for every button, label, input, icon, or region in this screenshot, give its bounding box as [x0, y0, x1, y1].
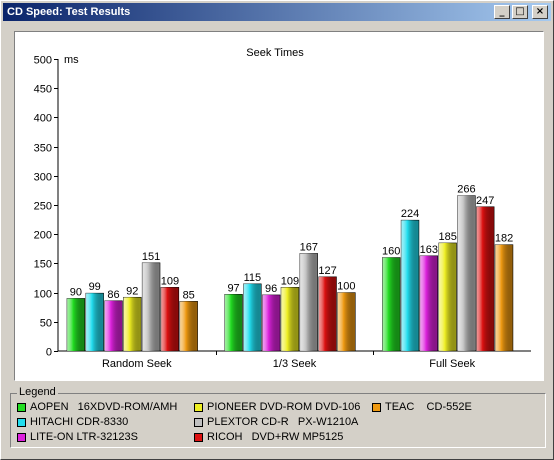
legend-label: PIONEER DVD-ROM DVD-106	[207, 401, 361, 413]
bar-shading	[281, 287, 299, 351]
legend-group	[10, 393, 546, 448]
bar-shading	[243, 283, 262, 351]
legend-label: TEAC CD-552E	[385, 401, 472, 413]
data-label: 247	[476, 195, 494, 207]
title-bar[interactable]: CD Speed: Test Results _ □ ×	[3, 3, 551, 21]
legend-item: RICOH DVD+RW MP5125	[194, 431, 343, 443]
legend-swatch	[372, 402, 381, 412]
data-label: 96	[265, 283, 277, 295]
bar-shading	[142, 262, 160, 351]
legend-swatch	[194, 417, 203, 427]
chart-title: Seek Times	[246, 47, 304, 59]
data-label: 100	[337, 281, 355, 293]
x-tick-label: Random Seek	[102, 358, 172, 370]
data-label: 97	[227, 282, 239, 294]
x-tick-label: Full Seek	[429, 358, 475, 370]
bar-shading	[495, 244, 513, 351]
data-label: 185	[438, 231, 456, 243]
x-tick-label: 1/3 Seek	[273, 358, 317, 370]
legend-item: PIONEER DVD-ROM DVD-106	[194, 401, 360, 413]
y-tick-label: 400	[34, 113, 52, 125]
chart-panel: Seek Times ms 0 50 100 150 200 250 300 350 400 450 5…	[14, 31, 544, 381]
y-tick-label: 300	[34, 172, 52, 184]
data-label: 224	[401, 208, 419, 220]
bar-shading	[318, 276, 337, 351]
bar-shading	[262, 294, 281, 351]
y-tick-label: 450	[34, 84, 52, 96]
y-tick-label: 250	[34, 201, 52, 213]
data-label: 151	[142, 251, 160, 263]
legend-label: RICOH DVD+RW MP5125	[207, 431, 344, 443]
maximize-button[interactable]: □	[512, 5, 528, 19]
y-tick-label: 50	[40, 318, 52, 330]
legend-swatch	[17, 432, 26, 442]
legend-item: HITACHI CDR-8330	[17, 416, 128, 428]
bar-shading	[104, 300, 123, 351]
data-label: 86	[107, 289, 119, 301]
close-button[interactable]: ×	[532, 5, 548, 19]
legend-title: Legend	[17, 386, 58, 398]
bar-shading	[419, 255, 438, 351]
legend-label: AOPEN 16XDVD-ROM/AMH	[30, 401, 178, 413]
bar-shading	[457, 195, 476, 351]
seek-times-chart: Seek Times ms 0 50 100 150 200 250 300 350 400 450 5…	[34, 47, 531, 370]
bar-shading	[224, 294, 243, 351]
y-axis-label: ms	[64, 54, 79, 66]
window-title: CD Speed: Test Results	[7, 6, 131, 18]
bar-shading	[123, 297, 142, 351]
bar-shading	[382, 257, 401, 351]
legend-swatch	[17, 402, 26, 412]
y-tick-label: 200	[34, 230, 52, 242]
legend-swatch	[194, 402, 203, 412]
y-tick-label: 100	[34, 289, 52, 301]
y-tick-label: 0	[46, 347, 52, 359]
data-label: 92	[126, 285, 138, 297]
bar-shading	[299, 253, 318, 351]
data-label: 85	[183, 289, 195, 301]
bar-shading	[161, 287, 179, 351]
y-tick-label: 500	[34, 55, 52, 67]
legend-swatch	[17, 417, 26, 427]
data-label: 115	[244, 272, 262, 284]
bar-shading	[67, 298, 85, 351]
bar-shading	[476, 206, 495, 351]
data-label: 182	[495, 233, 513, 245]
bar-shading	[438, 242, 457, 351]
legend-item: TEAC CD-552E	[372, 401, 472, 413]
data-label: 99	[89, 281, 101, 293]
data-label: 163	[420, 244, 438, 256]
data-label: 109	[161, 275, 179, 287]
bar-shading	[337, 292, 356, 351]
data-label: 109	[281, 275, 299, 287]
minimize-button[interactable]: _	[494, 5, 510, 19]
y-tick-label: 350	[34, 143, 52, 155]
data-label: 90	[70, 286, 82, 298]
legend-item: PLEXTOR CD-R PX-W1210A	[194, 416, 358, 428]
data-label: 266	[457, 184, 475, 196]
legend-swatch	[194, 432, 203, 442]
data-label: 167	[300, 241, 318, 253]
bar-shading	[401, 220, 419, 351]
legend-item: AOPEN 16XDVD-ROM/AMH	[17, 401, 177, 413]
bar-shading	[179, 301, 198, 351]
legend-label: LITE-ON LTR-32123S	[30, 431, 139, 443]
legend-item: LITE-ON LTR-32123S	[17, 431, 138, 443]
legend-label: HITACHI CDR-8330	[30, 416, 129, 428]
data-label: 127	[318, 265, 336, 277]
data-label: 160	[382, 246, 400, 258]
bar-shading	[85, 293, 104, 351]
legend-label: PLEXTOR CD-R PX-W1210A	[207, 416, 359, 428]
y-tick-label: 150	[34, 259, 52, 271]
